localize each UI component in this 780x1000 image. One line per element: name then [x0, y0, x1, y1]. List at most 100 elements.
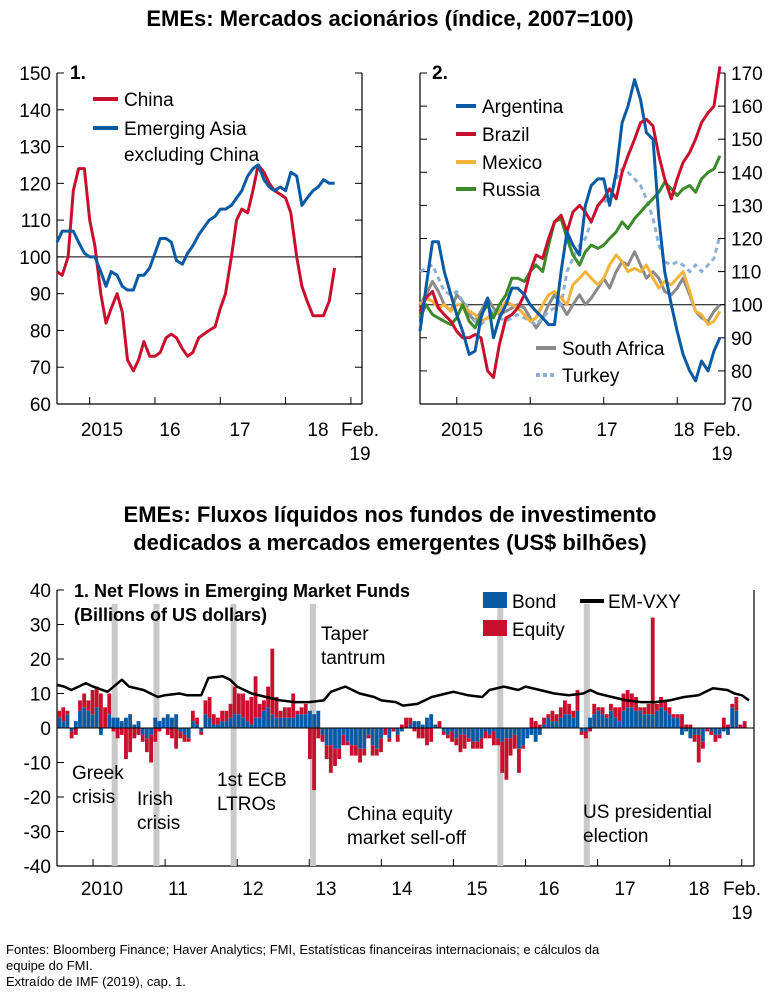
x-tick-label: 16: [522, 420, 543, 441]
equity-bar: [178, 731, 183, 739]
equity-bar: [353, 745, 358, 756]
equity-bar: [136, 728, 141, 735]
x-tick-label: Feb. 19: [341, 420, 379, 465]
x-tick-label: 18: [307, 420, 328, 441]
bond-bar: [274, 717, 279, 728]
bond-bar: [107, 714, 112, 728]
equity-bar: [128, 728, 133, 753]
bond-bar: [579, 728, 584, 732]
bond-bar: [165, 714, 170, 728]
equity-bar: [115, 728, 120, 739]
legend-label-equity: Equity: [512, 620, 565, 641]
y-tick-label: 0: [40, 719, 51, 740]
equity-bar: [684, 724, 689, 728]
bond-bar: [600, 714, 605, 728]
bond-bar: [316, 710, 321, 728]
bond-bar: [78, 710, 82, 728]
bond-bar: [684, 728, 689, 732]
equity-bar: [680, 714, 684, 728]
equity-bar: [546, 714, 551, 718]
event-bar-0: [111, 603, 118, 866]
equity-bar: [445, 734, 450, 739]
equity-bar: [675, 714, 680, 718]
equity-bar: [345, 741, 350, 746]
series-line-0: [56, 163, 337, 373]
x-tick-label: 17: [596, 420, 617, 441]
bond-bar: [144, 728, 149, 739]
equity-bar: [278, 710, 283, 718]
equity-bar: [57, 710, 62, 718]
equity-bar: [124, 728, 128, 760]
panel-label: 2.: [432, 63, 448, 84]
equity-bar: [634, 696, 638, 711]
event-label-1: Irish crisis: [137, 789, 180, 834]
bond-bar: [529, 728, 534, 735]
bottom-title-line1: EMEs: Fluxos líquidos nos fundos de inve…: [123, 502, 657, 527]
equity-bar: [475, 741, 480, 749]
bond-bar: [688, 728, 693, 739]
legend-label-2: Mexico: [482, 153, 542, 174]
bond-bar: [241, 717, 245, 728]
equity-bar: [416, 728, 421, 739]
bond-bar: [479, 728, 484, 739]
bond-bar: [592, 714, 597, 728]
bond-bar: [692, 728, 697, 735]
equity-bar: [500, 741, 505, 773]
x-tick-label: 16: [159, 420, 180, 441]
event-label-5: US presidential election: [583, 802, 712, 847]
bond-bar: [353, 728, 358, 746]
equity-bar: [575, 690, 580, 711]
equity-bar: [157, 728, 162, 732]
bond-bar: [546, 717, 551, 728]
em-vxy-line: [56, 675, 750, 707]
event-bar-4: [497, 603, 504, 866]
y-tick-label: 150: [19, 64, 51, 85]
series-line-1: [418, 66, 722, 379]
equity-bar: [542, 717, 546, 725]
equity-bar: [228, 703, 233, 718]
equity-bar: [734, 696, 739, 711]
bond-bar: [157, 721, 162, 728]
y-tick-label: 120: [19, 174, 51, 195]
bond-bar: [659, 707, 664, 728]
bond-bar: [441, 728, 446, 732]
equity-bar: [257, 703, 262, 718]
bond-bar: [654, 710, 659, 728]
bond-bar: [220, 721, 225, 728]
equity-bar: [508, 738, 513, 756]
bond-bar: [324, 728, 329, 746]
equity-bar: [349, 745, 354, 756]
x-tick-label: 18: [688, 879, 709, 900]
bond-bar: [69, 728, 74, 732]
series-line-1: [55, 163, 335, 292]
series-line-2: [418, 253, 722, 327]
equity-bar: [312, 728, 317, 791]
equity-bar: [425, 728, 429, 746]
y-tick-label: 40: [30, 581, 51, 602]
bond-bar: [563, 714, 567, 728]
bond-bar: [299, 714, 304, 728]
bond-bar: [94, 707, 99, 728]
y-tick-label: 110: [21, 211, 51, 232]
equity-bar: [383, 728, 388, 735]
equity-bar: [496, 738, 500, 746]
y-tick-label: 100: [731, 296, 763, 317]
equity-bar: [337, 748, 342, 760]
bond-bar: [696, 728, 701, 735]
bond-bar: [228, 717, 233, 728]
equity-bar: [571, 710, 576, 718]
equity-bar: [73, 728, 78, 735]
equity-bar: [471, 741, 475, 749]
equity-bar: [592, 703, 597, 715]
equity-bar: [253, 676, 258, 718]
x-tick-label: Feb. 19: [723, 879, 761, 924]
equity-bar: [241, 693, 245, 718]
equity-bar: [579, 731, 584, 735]
bond-bar: [345, 728, 350, 742]
bond-bar: [379, 728, 383, 739]
bond-bar: [333, 728, 337, 749]
bond-bar: [257, 717, 262, 728]
bond-bar: [61, 721, 66, 728]
equity-bar: [437, 721, 442, 728]
bond-bar: [454, 728, 459, 739]
